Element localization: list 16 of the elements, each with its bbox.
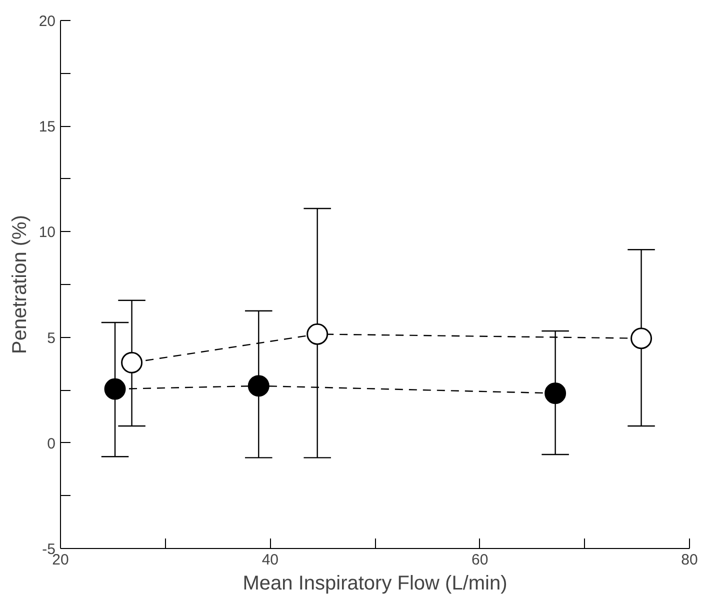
y-axis-title: Penetration (%)	[8, 215, 31, 354]
y-tick-label: 20	[38, 13, 56, 30]
point	[306, 323, 328, 345]
y-tick-label: 0	[47, 435, 56, 452]
x-tick-label: 40	[262, 552, 279, 568]
point	[121, 352, 143, 374]
y-tick-label: 15	[38, 118, 56, 136]
point	[630, 328, 652, 350]
point	[248, 375, 270, 397]
point	[104, 378, 126, 400]
point	[544, 382, 566, 404]
x-tick-label: 60	[471, 552, 488, 568]
y-tick-label: 5	[47, 330, 56, 347]
y-tick-label: 10	[38, 224, 56, 242]
x-tick-label: 80	[681, 552, 698, 568]
x-axis-title: Mean Inspiratory Flow (L/min)	[242, 572, 508, 594]
